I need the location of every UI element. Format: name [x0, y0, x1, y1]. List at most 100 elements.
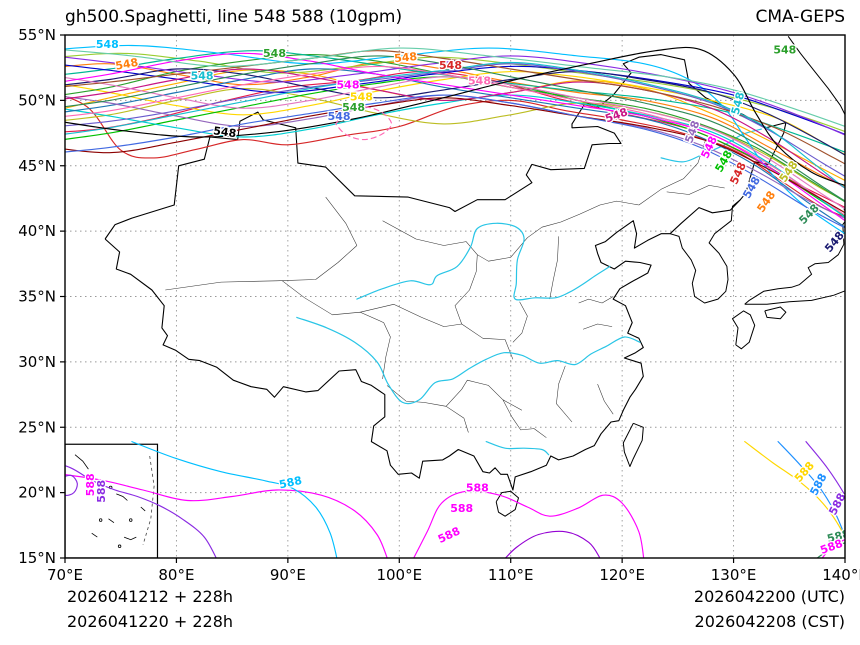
coastline	[744, 220, 845, 305]
china-boundary	[104, 54, 787, 491]
contour-588	[744, 441, 845, 540]
coastline	[669, 199, 741, 304]
inset-island	[98, 480, 105, 486]
axes: 70°E 80°E 90°E 100°E 110°E 120°E 130°E 140°E 15°…	[18, 26, 860, 584]
init-time-1: 2026041212 + 228h	[67, 587, 233, 606]
valid-time-cst: 2026042208 (CST)	[695, 612, 845, 631]
inset-island	[140, 506, 146, 512]
contour-label-588: 588	[466, 481, 489, 494]
contour-label-548: 548	[114, 56, 139, 73]
contour-588	[65, 474, 388, 558]
province-boundary	[638, 139, 706, 206]
lat-tick-label: 30°N	[18, 353, 56, 371]
ensemble-contours	[65, 44, 845, 558]
inset-island-dot	[129, 518, 133, 522]
contour-label-548: 548	[773, 43, 796, 56]
lat-tick-label: 50°N	[18, 91, 56, 109]
chart-title: gh500.Spaghetti, line 548 588 (10gpm)	[65, 7, 402, 27]
lat-tick-label: 25°N	[18, 418, 56, 436]
lat-tick-label: 40°N	[18, 222, 56, 240]
inset-island	[123, 536, 137, 541]
contour-548	[65, 65, 845, 216]
contour-label-588: 588	[84, 473, 97, 496]
province-boundary	[666, 185, 725, 195]
lon-tick-label: 90°E	[270, 566, 306, 584]
contour-548	[65, 55, 845, 136]
contour-588	[65, 474, 78, 497]
contour-label-548: 548	[350, 90, 373, 103]
inset-box	[65, 443, 159, 558]
contour-548	[65, 76, 845, 210]
basemap	[104, 36, 845, 517]
gridlines	[65, 35, 845, 558]
contour-label-548: 548	[439, 59, 462, 72]
lon-tick-label: 100°E	[376, 566, 422, 584]
contour-588	[816, 542, 845, 558]
province-boundary	[454, 254, 478, 325]
contour-548	[65, 68, 845, 156]
contour-548	[65, 61, 845, 189]
lat-tick-label: 55°N	[18, 26, 56, 44]
model-name: CMA-GEPS	[755, 7, 845, 27]
lon-tick-label: 120°E	[599, 566, 645, 584]
contour-label-548: 548	[754, 189, 778, 215]
province-boundary	[556, 365, 573, 423]
province-boundary	[583, 323, 613, 330]
contour-label-588: 588	[818, 537, 844, 557]
coastline	[732, 310, 756, 350]
contour-label-548: 548	[468, 75, 491, 88]
lon-tick-label: 140°E	[822, 566, 860, 584]
contour-548	[335, 106, 393, 141]
lon-tick-label: 110°E	[488, 566, 534, 584]
init-time-2: 2026041220 + 228h	[67, 612, 233, 631]
contour-label-548: 548	[337, 79, 360, 92]
contour-588	[131, 441, 338, 558]
contour-label-548: 548	[682, 119, 702, 145]
contour-548	[65, 46, 845, 187]
contour-588	[413, 490, 645, 558]
province-boundary	[165, 245, 358, 291]
contour-label-548: 548	[394, 50, 418, 65]
contour-label-588: 588	[826, 527, 852, 546]
province-boundary	[386, 385, 469, 433]
contour-588	[777, 441, 845, 539]
inset-island	[91, 532, 98, 538]
contour-label-548: 548	[96, 38, 119, 51]
lat-tick-label: 20°N	[18, 484, 56, 502]
contour-label-548: 548	[342, 101, 365, 114]
province-boundary	[502, 399, 547, 438]
contour-label-548: 548	[328, 110, 351, 123]
lat-tick-label: 45°N	[18, 157, 56, 175]
province-boundary	[382, 220, 511, 262]
lon-tick-label: 80°E	[158, 566, 194, 584]
contour-label-588: 588	[807, 471, 829, 497]
province-boundary	[510, 200, 639, 258]
contour-label-548: 548	[727, 160, 748, 186]
plot-border	[64, 34, 846, 559]
river	[485, 441, 550, 456]
contour-588	[65, 465, 217, 558]
coastline	[764, 306, 787, 320]
contour-label-548: 548	[213, 124, 238, 140]
coastline	[495, 490, 519, 517]
province-boundary	[549, 236, 559, 300]
contour-548	[65, 61, 845, 188]
contour-548	[65, 68, 845, 189]
south-china-sea-inset	[65, 443, 159, 558]
coastline	[843, 207, 845, 211]
lat-tick-label: 35°N	[18, 288, 56, 306]
province-boundary	[578, 296, 614, 304]
contour-label-588: 588	[450, 502, 473, 515]
contour-548	[65, 97, 845, 214]
inset-island	[116, 493, 128, 501]
river	[296, 316, 641, 405]
province-boundary	[445, 379, 523, 411]
contour-548	[65, 95, 845, 218]
valid-time-utc: 2026042200 (UTC)	[694, 587, 845, 606]
contour-548	[65, 55, 845, 202]
contour-588	[805, 441, 845, 497]
contour-label-588: 588	[436, 524, 462, 545]
lat-tick-label: 15°N	[18, 549, 56, 567]
inset-island-dot	[98, 518, 103, 522]
